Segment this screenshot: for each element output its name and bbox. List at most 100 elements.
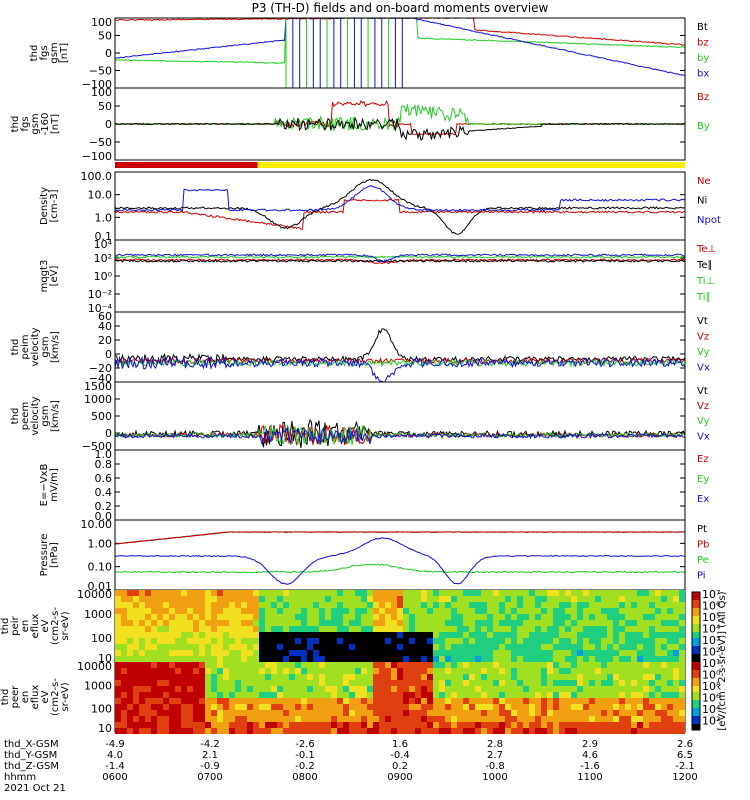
peer-spectrogram-cell <box>403 662 409 668</box>
peir-spectrogram-cell <box>163 596 169 602</box>
peir-spectrogram-cell <box>463 626 469 632</box>
peir-spectrogram-cell <box>133 602 139 608</box>
peir-spectrogram-cell <box>397 644 403 650</box>
peir-spectrogram-cell <box>421 608 427 614</box>
peir-spectrogram-cell <box>589 656 595 662</box>
peir-spectrogram-cell <box>535 644 541 650</box>
colorbar-cell <box>692 592 700 594</box>
peer-spectrogram-cell <box>433 722 439 728</box>
peer-spectrogram-cell <box>421 704 427 710</box>
peer-spectrogram-cell <box>247 728 253 734</box>
peir-spectrogram-cell <box>451 650 457 656</box>
peer-spectrogram-cell <box>415 710 421 716</box>
peir-spectrogram-cell <box>625 590 631 596</box>
peir-spectrogram-cell <box>523 638 529 644</box>
peir-spectrogram-cell <box>595 656 601 662</box>
peir-spectrogram-cell <box>337 620 343 626</box>
peer-spectrogram-cell <box>253 680 259 686</box>
peer-spectrogram-cell <box>223 668 229 674</box>
peir-spectrogram-cell <box>613 590 619 596</box>
peir-spectrogram-cell <box>271 602 277 608</box>
colorbar-cell <box>692 664 700 666</box>
peer-spectrogram-cell <box>277 704 283 710</box>
peer-spectrogram-cell <box>265 662 271 668</box>
peir-spectrogram-cell <box>307 620 313 626</box>
peir-spectrogram-cell <box>205 626 211 632</box>
peir-spectrogram-cell <box>325 620 331 626</box>
peir-spectrogram-cell <box>517 644 523 650</box>
peer-spectrogram-cell <box>139 668 145 674</box>
peir-spectrogram-cell <box>541 590 547 596</box>
peer-spectrogram-cell <box>649 698 655 704</box>
peir-spectrogram-cell <box>457 620 463 626</box>
peer-spectrogram-cell <box>535 668 541 674</box>
peir-spectrogram-cell <box>493 614 499 620</box>
peir-spectrogram-cell <box>193 656 199 662</box>
peir-spectrogram-cell <box>493 596 499 602</box>
peer-spectrogram-cell <box>133 704 139 710</box>
peer-spectrogram-cell <box>181 698 187 704</box>
peer-spectrogram-cell <box>121 668 127 674</box>
peer-spectrogram-cell <box>523 674 529 680</box>
peir-spectrogram-cell <box>577 626 583 632</box>
peir-spectrogram-cell <box>253 638 259 644</box>
peir-spectrogram-cell <box>343 638 349 644</box>
peir-spectrogram-cell <box>625 614 631 620</box>
peer-spectrogram-cell <box>487 710 493 716</box>
peer-spectrogram-cell <box>541 662 547 668</box>
peir-spectrogram-cell <box>667 650 673 656</box>
peir-spectrogram-cell <box>577 608 583 614</box>
peer-spectrogram-cell <box>433 674 439 680</box>
Pi-curve <box>115 538 685 585</box>
colorbar-cell <box>692 722 700 724</box>
peir-spectrogram-cell <box>607 620 613 626</box>
fgs-tick-label: 100 <box>91 16 112 29</box>
xaxis-value: 0.2 <box>392 761 408 772</box>
peer-spectrogram-cell <box>409 716 415 722</box>
peir-spectrogram-cell <box>367 638 373 644</box>
peir-spectrogram-cell <box>655 620 661 626</box>
peir-spectrogram-cell <box>187 656 193 662</box>
peer-spectrogram-cell <box>223 698 229 704</box>
peir-spectrogram-cell <box>127 590 133 596</box>
peir-spectrogram-cell <box>409 620 415 626</box>
peer-spectrogram-cell <box>301 668 307 674</box>
peir-spectrogram-cell <box>355 608 361 614</box>
peir-spectrogram-cell <box>265 608 271 614</box>
peer-spectrogram-cell <box>649 692 655 698</box>
peir-spectrogram-cell <box>343 608 349 614</box>
peer-spectrogram-cell <box>433 716 439 722</box>
peir-spectrogram-cell <box>607 644 613 650</box>
peer-spectrogram-cell <box>679 668 685 674</box>
peir-spectrogram-cell <box>499 632 505 638</box>
peir-spectrogram-cell <box>673 608 679 614</box>
peir-spectrogram-cell <box>259 632 265 638</box>
peir-spectrogram-cell <box>259 638 265 644</box>
peer-spectrogram-cell <box>457 692 463 698</box>
colorbar-cell <box>692 706 700 708</box>
peer-spectrogram-cell <box>115 716 121 722</box>
peer-spectrogram-cell <box>571 698 577 704</box>
peer-spectrogram-cell <box>511 680 517 686</box>
peir-spectrogram-cell <box>673 596 679 602</box>
peir-spectrogram-cell <box>193 614 199 620</box>
peir-ylabel-line: sr-eV) <box>60 611 71 640</box>
peer-spectrogram-cell <box>259 704 265 710</box>
peer-spectrogram-cell <box>583 698 589 704</box>
peir-spectrogram-cell <box>205 614 211 620</box>
fgs_gse-ylabel: thd fgs gsm -160 [nT] <box>10 113 61 136</box>
peer-spectrogram-cell <box>415 698 421 704</box>
peir-spectrogram-cell <box>421 650 427 656</box>
colorbar-cell <box>692 700 700 702</box>
peer-spectrogram-cell <box>463 674 469 680</box>
peer-spectrogram-cell <box>457 668 463 674</box>
xaxis-value: 2.8 <box>487 739 503 750</box>
fgs-ylabel: thd fgs gsm [nT] <box>29 42 70 63</box>
peir-spectrogram-cell <box>265 638 271 644</box>
peer-spectrogram-cell <box>361 686 367 692</box>
peir-spectrogram-cell <box>373 632 379 638</box>
region-bar-red <box>115 162 258 168</box>
peer-spectrogram-cell <box>667 728 673 734</box>
peir-spectrogram-cell <box>445 590 451 596</box>
peer-spectrogram-cell <box>361 692 367 698</box>
